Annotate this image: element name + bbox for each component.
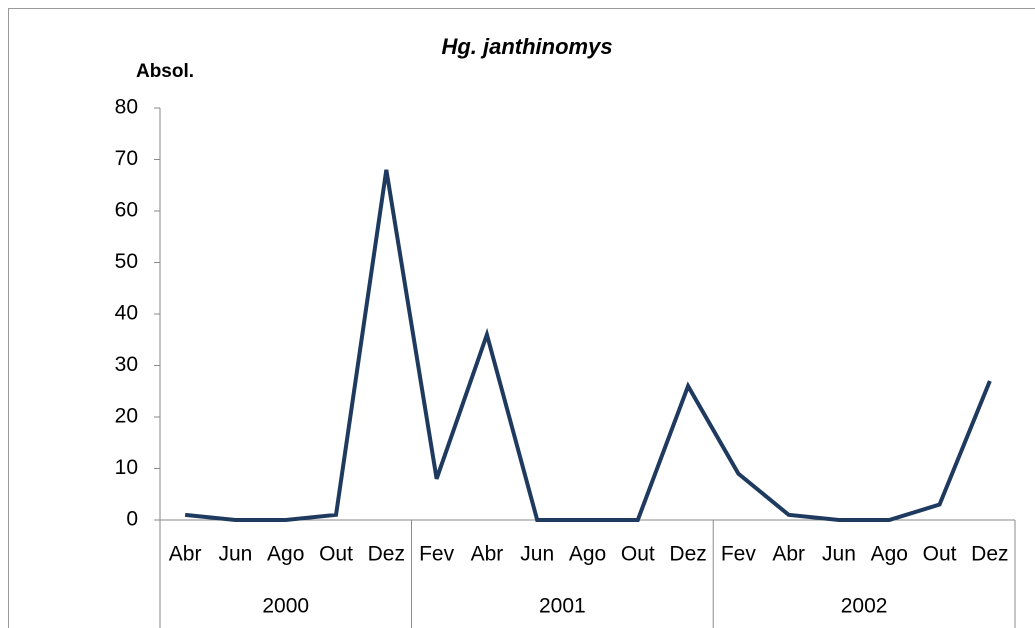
x-tick-label: Ago <box>569 543 606 566</box>
y-tick-label: 80 <box>115 96 138 119</box>
data-line <box>184 169 992 522</box>
x-tick-label: Abr <box>772 543 805 566</box>
x-tick-label: Abr <box>169 543 202 566</box>
x-tick-label: Dez <box>368 543 405 566</box>
chart-border <box>8 8 1035 628</box>
x-tick-label: Jun <box>520 543 554 566</box>
group-label: 2000 <box>262 595 309 618</box>
y-tick-label: 0 <box>126 508 138 531</box>
y-axis-label: Absol. <box>136 61 194 82</box>
y-tick-label: 70 <box>115 147 138 170</box>
x-tick-label: Jun <box>822 543 856 566</box>
y-tick-label: 10 <box>115 456 138 479</box>
x-tick-label: Fev <box>721 543 757 566</box>
x-tick-label: Dez <box>669 543 706 566</box>
x-tick-label: Dez <box>971 543 1008 566</box>
x-tick-label: Jun <box>219 543 253 566</box>
group-label: 2002 <box>841 595 888 618</box>
x-tick-label: Fev <box>419 543 455 566</box>
x-tick-label: Out <box>319 543 353 566</box>
y-tick-label: 30 <box>115 353 138 376</box>
x-tick-label: Out <box>923 543 957 566</box>
y-tick-label: 50 <box>115 250 138 273</box>
y-tick-label: 40 <box>115 302 138 325</box>
x-tick-label: Abr <box>471 543 504 566</box>
y-tick-label: 20 <box>115 405 138 428</box>
chart-title: Hg. janthinomys <box>441 34 612 59</box>
group-label: 2001 <box>539 595 586 618</box>
x-tick-label: Ago <box>871 543 908 566</box>
y-tick-label: 60 <box>115 199 138 222</box>
x-tick-label: Out <box>621 543 655 566</box>
x-tick-label: Ago <box>267 543 304 566</box>
